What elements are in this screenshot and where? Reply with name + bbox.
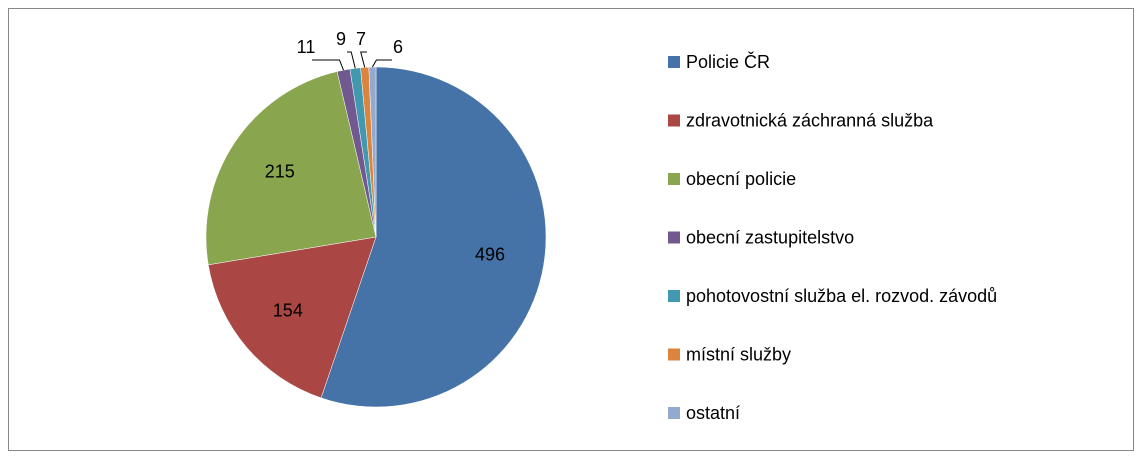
legend-swatch xyxy=(668,348,680,361)
data-label: 6 xyxy=(393,37,403,57)
legend-label: ostatní xyxy=(686,403,740,423)
legend-swatch xyxy=(668,173,680,185)
data-label: 215 xyxy=(265,162,295,182)
leader-line xyxy=(312,59,344,71)
pie-slice xyxy=(205,71,377,266)
leader-line xyxy=(347,51,356,69)
chart-frame xyxy=(8,8,1134,451)
data-label: 11 xyxy=(297,37,316,57)
pie-slice xyxy=(368,66,377,238)
legend-swatch xyxy=(668,407,680,419)
data-label: 154 xyxy=(273,301,303,321)
legend-label: obecní zastupitelstvo xyxy=(686,227,854,247)
legend-swatch xyxy=(668,290,680,302)
legend-swatch xyxy=(668,231,680,244)
leader-line xyxy=(371,59,392,68)
legend-label: Policie ČR xyxy=(686,51,770,72)
data-label: 9 xyxy=(336,29,346,49)
legend-label: zdravotnická záchranná služba xyxy=(686,110,934,130)
leader-line xyxy=(360,51,367,68)
legend-label: místní služby xyxy=(686,344,791,364)
legend-label: pohotovostní služba el. rozvod. závodů xyxy=(686,286,997,306)
data-label: 7 xyxy=(356,29,366,49)
data-label: 496 xyxy=(475,245,505,265)
pie-slice xyxy=(320,66,547,408)
legend-swatch xyxy=(668,114,680,127)
legend-swatch xyxy=(668,56,680,68)
pie-slice xyxy=(208,236,377,399)
legend-label: obecní policie xyxy=(686,169,796,189)
